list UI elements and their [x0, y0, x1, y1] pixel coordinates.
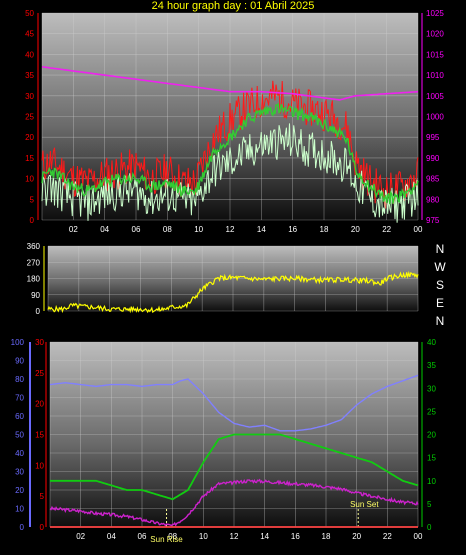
pressure-series [41, 66, 419, 101]
y-right-tick-label: 1020 [426, 30, 444, 39]
y-right-tick-label: 20 [427, 431, 436, 440]
x-tick-label: 14 [257, 225, 266, 234]
y-right-tick-label: 1015 [426, 50, 444, 59]
x-tick-label: 12 [226, 225, 235, 234]
y-left-red-tick-label: 10 [35, 461, 44, 470]
x-tick-label: 16 [288, 225, 297, 234]
solar-series [50, 433, 419, 501]
x-tick-label: 22 [382, 225, 391, 234]
x-tick-label: 12 [230, 532, 239, 541]
x-tick-label: 00 [414, 532, 423, 541]
y-right-tick-label: 35 [427, 361, 436, 370]
temp-avg-series [41, 102, 419, 205]
x-tick-label: 06 [132, 225, 141, 234]
y-left-tick-label: 20 [25, 133, 34, 142]
x-tick-label: 08 [168, 532, 177, 541]
y-right-tick-label: 990 [426, 154, 440, 163]
y-left-tick-label: 40 [25, 50, 34, 59]
x-tick-label: 02 [69, 225, 78, 234]
y-right-tick-label: 1005 [426, 92, 444, 101]
y-right-tick-label: 15 [427, 454, 436, 463]
y-right-tick-label: 1000 [426, 113, 444, 122]
y-right-tick-label: 40 [427, 338, 436, 347]
y-left-tick-label: 10 [25, 175, 34, 184]
y-left-blue-tick-label: 70 [15, 394, 24, 403]
temp-min-series [41, 123, 419, 223]
y-left-blue-tick-label: 50 [15, 431, 24, 440]
x-tick-label: 16 [291, 532, 300, 541]
y-right-tick-label: 975 [426, 216, 440, 225]
y-left-blue-tick-label: 10 [15, 505, 24, 514]
y-left-blue-tick-label: 80 [15, 375, 24, 384]
y-left-tick-label: 5 [30, 195, 35, 204]
y-left-tick-label: 35 [25, 71, 34, 80]
compass-n-bottom: N [435, 314, 445, 328]
y-right-tick-label: 1025 [426, 9, 444, 18]
y-left-tick-label: 180 [27, 275, 41, 284]
y-left-tick-label: 0 [30, 216, 35, 225]
x-tick-label: 22 [383, 532, 392, 541]
y-left-blue-tick-label: 40 [15, 449, 24, 458]
y-left-red-tick-label: 20 [35, 400, 44, 409]
y-right-tick-label: 5 [427, 500, 432, 509]
y-left-red-tick-label: 5 [40, 492, 45, 501]
y-right-tick-label: 985 [426, 175, 440, 184]
y-left-red-tick-label: 0 [40, 523, 45, 532]
sunset-label: Sun Set [350, 500, 379, 509]
y-left-tick-label: 90 [31, 291, 40, 300]
x-tick-label: 08 [163, 225, 172, 234]
y-left-blue-tick-label: 100 [11, 338, 25, 347]
sunrise-label: Sun Rise [150, 535, 183, 544]
y-right-tick-label: 995 [426, 133, 440, 142]
humidity-solar-chart: 0102030405060708090100051015202530051015… [11, 338, 437, 544]
x-tick-label: 18 [322, 532, 331, 541]
y-right-tick-label: 980 [426, 195, 440, 204]
temperature-series [49, 478, 419, 527]
x-tick-label: 20 [351, 225, 360, 234]
x-tick-label: 10 [199, 532, 208, 541]
y-left-tick-label: 0 [36, 307, 41, 316]
wind-direction-series [47, 270, 419, 314]
y-left-red-tick-label: 30 [35, 338, 44, 347]
y-left-blue-tick-label: 90 [15, 357, 24, 366]
y-left-tick-label: 15 [25, 154, 34, 163]
y-left-red-tick-label: 25 [35, 369, 44, 378]
y-left-blue-tick-label: 0 [20, 523, 25, 532]
x-tick-label: 00 [414, 225, 423, 234]
x-tick-label: 04 [100, 225, 109, 234]
x-tick-label: 06 [138, 532, 147, 541]
compass-labels: N W S E N [432, 240, 448, 330]
humidity-series [49, 374, 419, 432]
wind-direction-chart: 0 90 180 270 360 [27, 242, 419, 316]
x-tick-label: 02 [76, 532, 85, 541]
y-left-blue-tick-label: 20 [15, 486, 24, 495]
y-left-tick-label: 25 [25, 113, 34, 122]
x-tick-label: 18 [320, 225, 329, 234]
compass-e: E [435, 296, 444, 310]
compass-n-top: N [435, 242, 445, 256]
y-left-tick-label: 360 [27, 242, 41, 251]
y-left-tick-label: 270 [27, 258, 41, 267]
temperature-pressure-chart: 0510152025303540455097598098599099510001… [25, 9, 444, 234]
y-left-blue-tick-label: 30 [15, 468, 24, 477]
x-tick-label: 14 [260, 532, 269, 541]
y-left-tick-label: 45 [25, 30, 34, 39]
x-tick-label: 04 [107, 532, 116, 541]
x-tick-label: 20 [352, 532, 361, 541]
y-right-tick-label: 25 [427, 407, 436, 416]
page-title: 24 hour graph day : 01 Abril 2025 [151, 0, 315, 12]
compass-w: W [434, 260, 446, 274]
y-left-red-tick-label: 15 [35, 431, 44, 440]
compass-s: S [435, 278, 444, 292]
y-right-tick-label: 10 [427, 477, 436, 486]
y-left-blue-tick-label: 60 [15, 412, 24, 421]
y-right-tick-label: 30 [427, 384, 436, 393]
y-right-tick-label: 0 [427, 523, 432, 532]
x-tick-label: 10 [194, 225, 203, 234]
y-right-tick-label: 1010 [426, 71, 444, 80]
y-left-tick-label: 30 [25, 92, 34, 101]
y-left-tick-label: 50 [25, 9, 34, 18]
